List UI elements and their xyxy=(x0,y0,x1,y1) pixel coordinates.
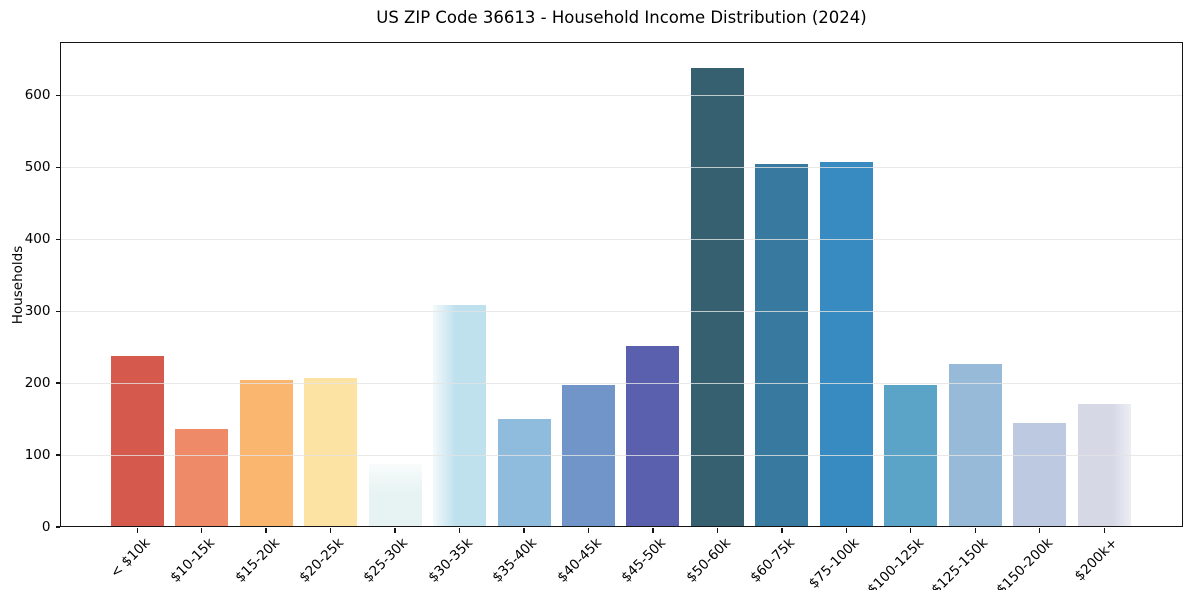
bar xyxy=(368,463,422,527)
x-tick-label: $10-15k xyxy=(167,535,218,586)
x-tick-label: $25-30k xyxy=(360,535,412,586)
x-tick-mark xyxy=(845,528,848,533)
x-tick-mark xyxy=(1103,528,1105,533)
chart-title: US ZIP Code 36613 - Household Income Dis… xyxy=(376,8,867,27)
x-tick-mark xyxy=(587,528,590,533)
gridline xyxy=(60,239,1183,241)
x-tick-label: $20-25k xyxy=(296,535,347,586)
x-tick-label: $30-35k xyxy=(425,535,476,586)
bar xyxy=(819,162,873,527)
x-tick-mark xyxy=(781,528,783,533)
y-tick-label: 300 xyxy=(24,303,51,320)
gridline xyxy=(60,455,1183,457)
x-tick-mark xyxy=(1039,528,1041,533)
y-tick-label: 200 xyxy=(24,375,51,392)
bar xyxy=(690,67,744,527)
gridline xyxy=(60,95,1183,97)
x-tick-mark xyxy=(394,528,396,533)
x-tick-label: $60-75k xyxy=(747,535,799,586)
bar xyxy=(497,419,551,527)
bar xyxy=(1077,403,1131,527)
y-tick-label: 400 xyxy=(24,231,51,248)
x-tick-label: $45-50k xyxy=(618,535,670,586)
bar xyxy=(1013,422,1067,527)
x-tick-mark xyxy=(974,528,976,533)
y-tick-label: 500 xyxy=(24,159,51,176)
x-tick-mark xyxy=(716,528,719,533)
y-tick-label: 0 xyxy=(41,519,51,535)
x-tick-mark xyxy=(201,528,203,533)
bar xyxy=(110,355,164,527)
x-tick-mark xyxy=(458,528,461,533)
x-tick-label: $125-150k xyxy=(928,535,992,590)
x-tick-label: $50-60k xyxy=(683,535,734,586)
x-tick-label: $100-125k xyxy=(864,535,928,590)
x-tick-mark xyxy=(910,528,912,533)
x-tick-label: < $10k xyxy=(107,535,154,582)
y-tick-mark xyxy=(55,526,60,528)
y-tick-mark xyxy=(55,454,60,456)
bar xyxy=(561,385,615,527)
y-tick-mark xyxy=(55,238,60,240)
y-tick-mark xyxy=(55,382,60,384)
bar xyxy=(239,380,293,527)
y-tick-mark xyxy=(55,310,60,312)
y-tick-mark xyxy=(55,166,60,168)
x-tick-mark xyxy=(523,528,525,533)
x-tick-label: $200k+ xyxy=(1071,535,1121,585)
x-tick-mark xyxy=(265,528,267,533)
x-tick-mark xyxy=(329,528,332,533)
y-tick-label: 100 xyxy=(24,447,51,464)
gridline xyxy=(60,167,1183,169)
x-tick-label: $150-200k xyxy=(993,535,1057,590)
gridline xyxy=(60,383,1183,385)
x-tick-label: $40-45k xyxy=(554,535,605,586)
y-tick-mark xyxy=(55,94,60,96)
bar xyxy=(948,363,1002,527)
bar xyxy=(884,385,938,527)
bar xyxy=(755,164,809,527)
gridline xyxy=(60,311,1183,313)
y-tick-label: 600 xyxy=(24,87,51,104)
x-tick-mark xyxy=(136,528,138,533)
bar xyxy=(433,304,487,527)
bar xyxy=(626,346,680,527)
x-tick-label: $35-40k xyxy=(489,535,541,586)
x-tick-label: $15-20k xyxy=(231,535,283,586)
x-tick-mark xyxy=(652,528,654,533)
bar xyxy=(175,429,229,527)
bar xyxy=(304,378,358,527)
x-tick-label: $75-100k xyxy=(805,535,863,590)
